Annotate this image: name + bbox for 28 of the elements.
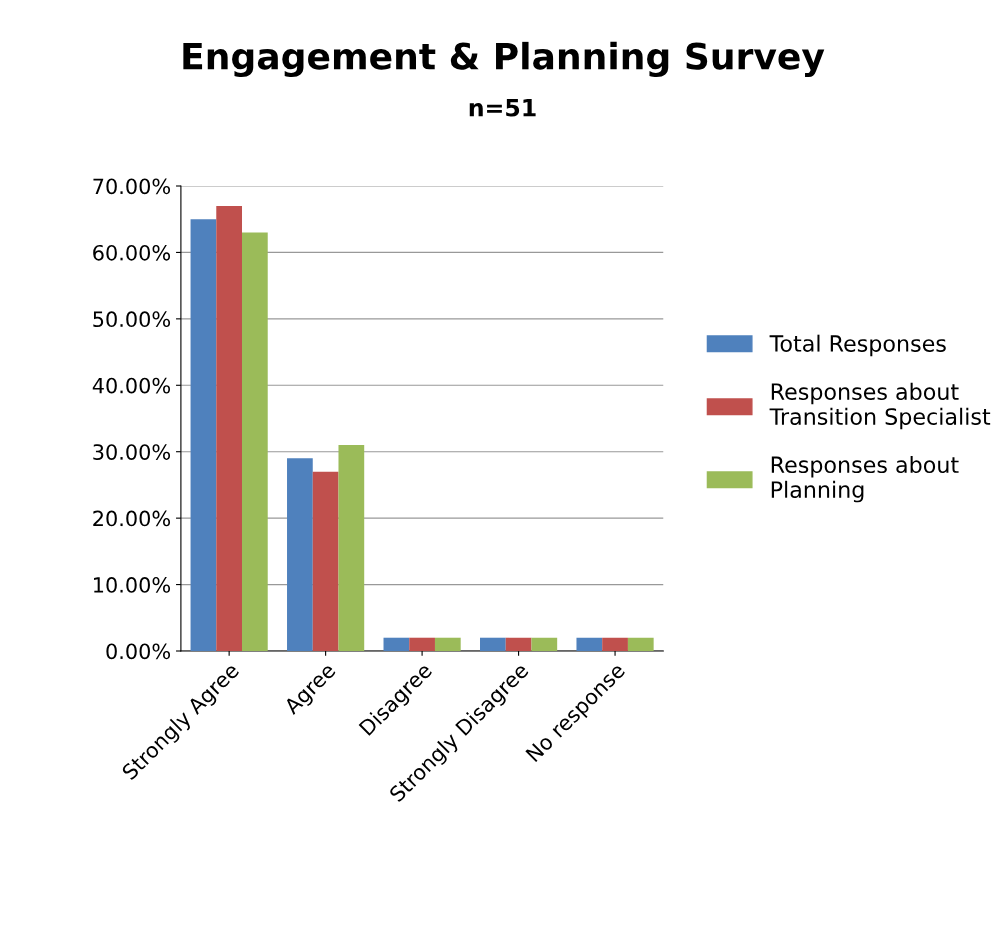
y-tick-label: 60.00% (93, 244, 171, 261)
bar (242, 232, 268, 651)
y-tick-label: 30.00% (93, 444, 171, 460)
bar (479, 637, 506, 651)
bar (434, 637, 461, 651)
y-tick-label: 50.00% (93, 311, 171, 328)
y-tick-label: 40.00% (92, 377, 171, 394)
y-tick-label: 70.00% (93, 178, 171, 195)
bar (216, 205, 242, 651)
legend-label: Total Responses (769, 334, 946, 357)
bar (627, 637, 654, 651)
y-tick-label: 10.00% (94, 577, 171, 593)
bar (338, 445, 365, 651)
bar (531, 637, 558, 651)
bar (287, 458, 313, 651)
bar (576, 637, 603, 651)
y-tick-label: 0.00% (106, 643, 171, 660)
bar (505, 637, 532, 651)
bar (383, 637, 410, 651)
chart-title: Engagement & Planning Survey (183, 41, 825, 78)
bar (602, 637, 628, 651)
y-tick-label: 20.00% (93, 510, 171, 527)
chart-subtitle: n=51 (469, 99, 536, 117)
bar (190, 219, 217, 651)
bar (312, 471, 339, 651)
legend-label: Responses about Planning (771, 455, 959, 503)
bar (409, 637, 435, 651)
legend-label: Responses about Transition Specialist (769, 382, 991, 430)
